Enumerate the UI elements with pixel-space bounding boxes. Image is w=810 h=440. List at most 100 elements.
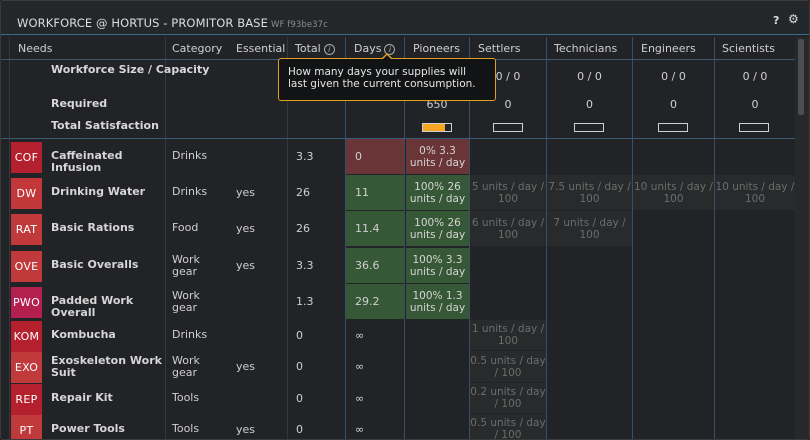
need-total: 26 bbox=[296, 186, 310, 199]
settlers-need-cell: 5 units / day / 100 bbox=[470, 175, 546, 210]
table-row[interactable]: DW Drinking Water Drinks yes 26 11 100% 26 uni… bbox=[1, 175, 795, 211]
days-cell: ∞ bbox=[346, 383, 404, 413]
days-cell: 11 bbox=[346, 175, 404, 210]
engineers-required: 0 bbox=[670, 98, 677, 111]
days-value: 11.4 bbox=[355, 222, 380, 235]
settlers-size: 0 / 0 bbox=[495, 70, 521, 83]
need-total: 3.3 bbox=[296, 150, 314, 163]
material-ticker[interactable]: PT bbox=[11, 415, 42, 439]
need-name: Exoskeleton Work Suit bbox=[51, 354, 162, 379]
settlers-required: 0 bbox=[504, 98, 512, 111]
need-essential: yes bbox=[236, 186, 256, 199]
grid-line bbox=[714, 37, 715, 439]
settlers-need-cell: 0.5 units / day / 100 bbox=[470, 414, 546, 439]
column-header-settlers[interactable]: Settlers bbox=[478, 42, 521, 55]
grid-line bbox=[404, 37, 405, 439]
engineers-satisfaction-bar bbox=[658, 123, 688, 132]
days-cell: ∞ bbox=[346, 351, 404, 382]
help-icon[interactable]: ? bbox=[773, 14, 780, 27]
column-header-needs[interactable]: Needs bbox=[18, 42, 53, 55]
material-ticker[interactable]: KOM bbox=[11, 321, 42, 352]
material-ticker[interactable]: RAT bbox=[11, 214, 42, 245]
column-header-total[interactable]: Total i bbox=[295, 42, 335, 55]
need-total: 1.3 bbox=[296, 295, 314, 308]
settlers-satisfaction-bar bbox=[493, 123, 523, 132]
days-value: 29.2 bbox=[355, 295, 380, 308]
need-category: Drinks bbox=[172, 149, 208, 162]
days-value: ∞ bbox=[355, 329, 365, 342]
column-header-engineers[interactable]: Engineers bbox=[641, 42, 696, 55]
technicians-size: 0 / 0 bbox=[577, 70, 602, 83]
workforce-size-label: Workforce Size / Capacity bbox=[51, 63, 210, 76]
scientists-required: 0 bbox=[751, 98, 759, 111]
need-name: Padded Work Overall bbox=[51, 294, 134, 319]
summary-divider bbox=[1, 138, 795, 139]
required-label: Required bbox=[51, 97, 108, 110]
need-name: Basic Overalls bbox=[51, 258, 139, 271]
column-header-pioneers[interactable]: Pioneers bbox=[413, 42, 460, 55]
days-value: 0 bbox=[355, 150, 362, 163]
table-row[interactable]: KOM Kombucha Drinks 0 ∞ 1 units / day / 100 bbox=[1, 320, 795, 352]
need-total: 0 bbox=[296, 360, 303, 373]
days-value: 36.6 bbox=[355, 259, 380, 272]
need-category: Tools bbox=[172, 422, 200, 435]
table-row[interactable]: COF Caffeinated Infusion Drinks 3.3 0 0% 3.3 … bbox=[1, 139, 795, 175]
column-header-category[interactable]: Category bbox=[172, 42, 223, 55]
days-value: ∞ bbox=[355, 360, 365, 373]
info-icon[interactable]: i bbox=[323, 44, 335, 55]
need-category: Work gear bbox=[172, 253, 200, 278]
vertical-scrollbar[interactable] bbox=[795, 37, 809, 439]
pioneers-need-cell: 100% 3.3 units / day bbox=[406, 248, 469, 283]
column-header-essential[interactable]: Essential bbox=[236, 42, 286, 55]
material-ticker[interactable]: DW bbox=[11, 178, 42, 209]
days-cell: 29.2 bbox=[346, 284, 404, 319]
days-cell: 11.4 bbox=[346, 211, 404, 246]
need-total: 3.3 bbox=[296, 259, 314, 272]
need-name: Kombucha bbox=[51, 328, 116, 341]
window-title: WORKFORCE @ HORTUS - PROMITOR BASE WF f93… bbox=[17, 16, 328, 30]
need-category: Work gear bbox=[172, 289, 200, 314]
grid-line bbox=[287, 37, 288, 439]
need-total: 0 bbox=[296, 392, 303, 405]
need-total: 26 bbox=[296, 222, 310, 235]
pioneers-need-cell: 100% 1.3 units / day bbox=[406, 284, 469, 319]
material-ticker[interactable]: OVE bbox=[11, 251, 42, 282]
material-ticker[interactable]: PWO bbox=[11, 287, 42, 318]
material-ticker[interactable]: REP bbox=[11, 384, 42, 415]
need-category: Drinks bbox=[172, 185, 208, 198]
column-header-technicians[interactable]: Technicians bbox=[554, 42, 618, 55]
material-ticker[interactable]: EXO bbox=[11, 352, 42, 383]
scrollbar-thumb[interactable] bbox=[798, 39, 804, 115]
technicians-need-cell: 7.5 units / day / 100 bbox=[547, 175, 632, 210]
scientists-size: 0 / 0 bbox=[742, 70, 768, 83]
table-row[interactable]: REP Repair Kit Tools 0 ∞ 0.2 units / day / 10… bbox=[1, 383, 795, 415]
days-cell: 36.6 bbox=[346, 248, 404, 283]
gear-icon[interactable]: ⚙ bbox=[788, 12, 799, 26]
technicians-satisfaction-bar bbox=[574, 123, 604, 132]
need-name: Drinking Water bbox=[51, 185, 146, 198]
need-essential: yes bbox=[236, 259, 256, 272]
grid-line bbox=[165, 37, 166, 439]
days-value: ∞ bbox=[355, 392, 365, 405]
days-cell: 0 bbox=[346, 139, 404, 174]
table-row[interactable]: RAT Basic Rations Food yes 26 11.4 100% 26 uni… bbox=[1, 211, 795, 247]
total-satisfaction-label: Total Satisfaction bbox=[51, 119, 159, 132]
column-header-scientists[interactable]: Scientists bbox=[722, 42, 775, 55]
grid-line bbox=[469, 37, 470, 439]
need-category: Food bbox=[172, 221, 199, 234]
table-row[interactable]: PWO Padded Work Overall Work gear 1.3 29.2 10… bbox=[1, 284, 795, 320]
table-row[interactable]: OVE Basic Overalls Work gear yes 3.3 36.6 100%… bbox=[1, 248, 795, 284]
need-name: Caffeinated Infusion bbox=[51, 149, 123, 174]
table-row[interactable]: PT Power Tools Tools yes 0 ∞ 0.5 units / day /… bbox=[1, 414, 795, 439]
settlers-need-cell: 0.2 units / day / 100 bbox=[470, 383, 546, 413]
window-id: WF f93be37c bbox=[270, 20, 328, 30]
material-ticker[interactable]: COF bbox=[11, 142, 42, 173]
need-essential: yes bbox=[236, 423, 256, 436]
table-row[interactable]: EXO Exoskeleton Work Suit Work gear yes 0 ∞ 0.… bbox=[1, 351, 795, 383]
settlers-need-cell: 1 units / day / 100 bbox=[470, 320, 546, 350]
engineers-size: 0 / 0 bbox=[661, 70, 686, 83]
pioneers-need-cell: 100% 26 units / day bbox=[406, 175, 469, 210]
pioneers-need-cell: 100% 26 units / day bbox=[406, 211, 469, 246]
satisfaction-fill bbox=[423, 124, 446, 131]
